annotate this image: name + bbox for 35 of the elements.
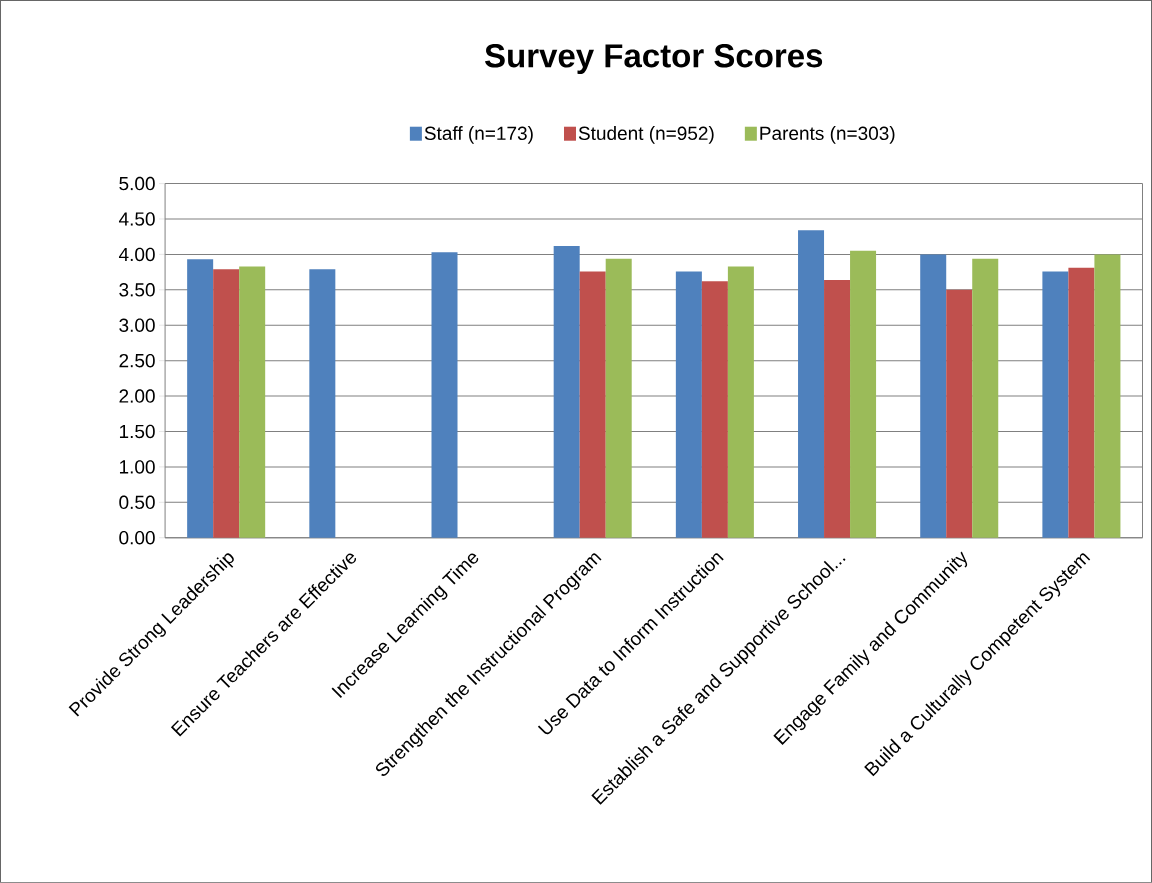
bar xyxy=(850,250,877,538)
y-tick-label: 3.50 xyxy=(119,283,155,297)
y-tick-label: 4.00 xyxy=(118,247,155,262)
bar xyxy=(1068,267,1095,538)
legend-label: Parents (n=303) xyxy=(760,126,895,144)
y-tick-label: 3.00 xyxy=(119,318,155,333)
bar xyxy=(1042,271,1069,538)
bar xyxy=(946,289,973,538)
bar xyxy=(553,245,580,538)
bar xyxy=(675,271,702,538)
y-tick-label: 2.50 xyxy=(119,353,155,368)
bar xyxy=(701,281,728,538)
bar xyxy=(239,266,266,538)
y-tick-label: 2.00 xyxy=(119,389,155,403)
y-tick-label: 4.50 xyxy=(118,212,155,226)
bar xyxy=(579,271,606,538)
bar xyxy=(920,254,947,538)
y-tick-label: 0.50 xyxy=(119,495,155,510)
bar xyxy=(431,252,458,538)
bar xyxy=(187,259,214,538)
bar xyxy=(798,230,825,538)
legend-label: Staff (n=173) xyxy=(424,126,533,144)
y-tick-label: 1.00 xyxy=(119,460,155,474)
chart-title: Survey Factor Scores xyxy=(485,44,823,75)
y-tick-label: 5.00 xyxy=(119,176,155,191)
legend-label: Student (n=952) xyxy=(578,126,714,144)
y-tick-label: 1.50 xyxy=(119,424,155,439)
bar xyxy=(309,269,336,538)
bar xyxy=(972,258,999,538)
bar xyxy=(1094,254,1121,538)
bar xyxy=(213,269,240,538)
bar xyxy=(824,279,851,538)
y-tick-label: 0.00 xyxy=(119,531,155,545)
bar xyxy=(605,258,632,538)
bar xyxy=(727,266,754,538)
